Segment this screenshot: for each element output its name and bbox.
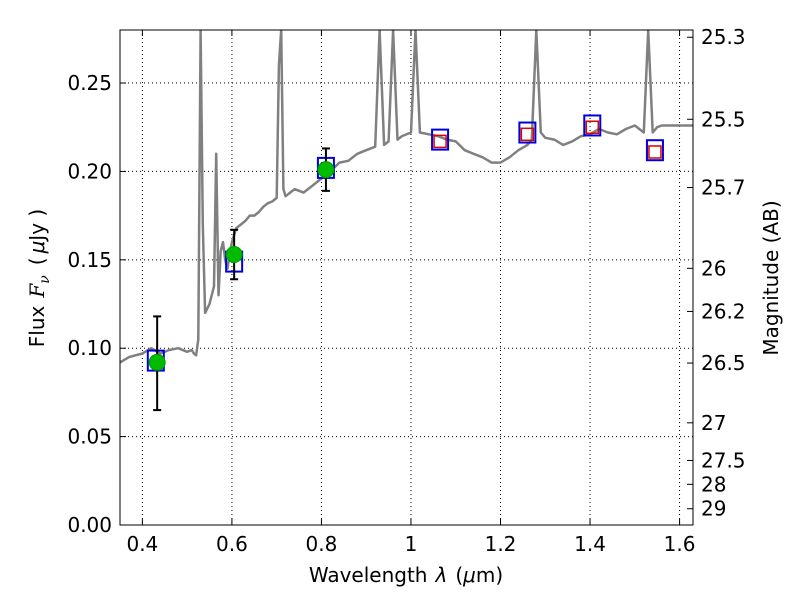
y2-tick-label: 26.2 — [701, 299, 746, 323]
y2-tick-label: 27.5 — [701, 448, 746, 472]
grid — [120, 30, 693, 525]
y2-axis-label: Magnitude (AB) — [759, 200, 783, 355]
x-tick-label: 0.6 — [216, 532, 248, 556]
model-flux-box — [518, 121, 537, 144]
y2-tick-label: 25.3 — [701, 25, 746, 49]
y2-tick-label: 28 — [701, 472, 726, 496]
model-flux-box — [583, 114, 602, 137]
x-tick-label: 1.6 — [664, 532, 696, 556]
observed-flux-point — [148, 353, 166, 371]
model-flux-box — [431, 128, 450, 151]
x-axis-label: Wavelength λ (μm) — [309, 563, 503, 587]
y-tick-label: 0.10 — [67, 336, 112, 360]
y-tick-label: 0.15 — [67, 248, 112, 272]
y-tick-label: 0.05 — [67, 425, 112, 449]
x-tick-label: 0.4 — [126, 532, 158, 556]
sed-spectrum-line — [120, 30, 693, 364]
predicted-flux-square — [520, 127, 535, 142]
y2-tick-label: 26.5 — [701, 351, 746, 375]
y2-tick-label: 26 — [701, 256, 726, 280]
observed-flux-point — [225, 246, 243, 264]
model-flux-box — [645, 139, 664, 162]
observed-flux-point — [317, 161, 335, 179]
x-tick-label: 1.4 — [574, 532, 606, 556]
y2-tick-label: 27 — [701, 411, 726, 435]
plot-frame — [119, 29, 694, 526]
y-tick-label: 0.00 — [67, 513, 112, 537]
predicted-flux-square — [585, 120, 600, 134]
y-axis-label: FluxFν(μJy ) — [25, 209, 53, 347]
y2-tick-label: 25.7 — [701, 176, 746, 200]
y-tick-label: 0.25 — [67, 71, 112, 95]
y2-tick-label: 25.5 — [701, 107, 746, 131]
plot-area — [120, 30, 693, 412]
y-tick-label: 0.20 — [67, 159, 112, 183]
axes: 0.4 0.6 0.8 1 1.2 1.4 1.6 0.00 0.05 0.10 0.15 0.20 0… — [67, 25, 745, 556]
predicted-flux-square — [433, 134, 447, 149]
x-tick-label: 1.2 — [485, 532, 517, 556]
x-tick-label: 0.8 — [306, 532, 338, 556]
y2-tick-label: 29 — [701, 497, 726, 521]
predicted-flux-square — [648, 145, 662, 159]
x-tick-label: 1 — [405, 532, 418, 556]
